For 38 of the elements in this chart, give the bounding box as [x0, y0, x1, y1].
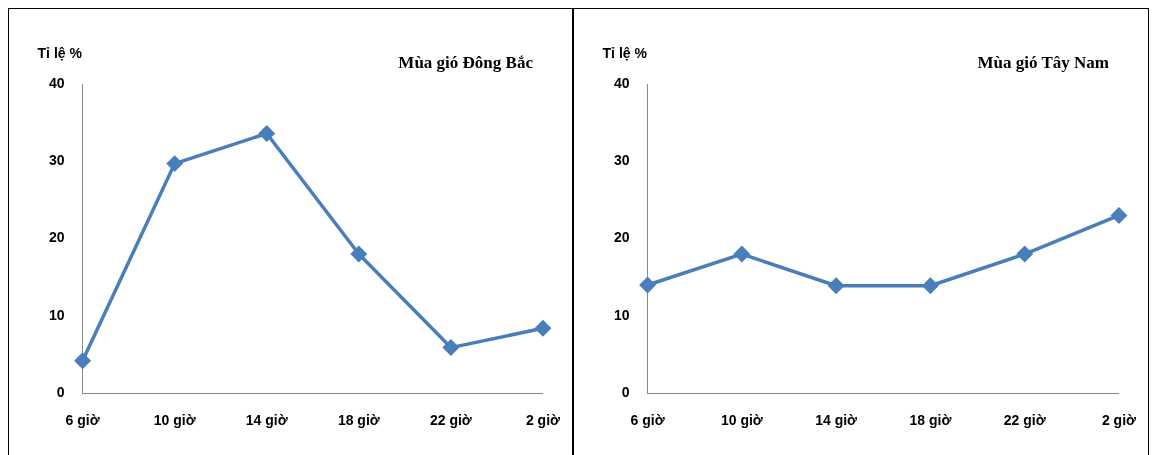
x-tick-label: 14 giờ — [245, 412, 288, 429]
point — [166, 155, 183, 172]
point — [1016, 246, 1033, 262]
x-tick-label: 22 giờ — [429, 412, 472, 429]
y-tick-label: 20 — [48, 229, 65, 246]
x-tick-label: 18 giờ — [337, 412, 380, 429]
x-tick-label: 2 giờ — [525, 412, 561, 429]
point — [734, 246, 750, 262]
y-tick-label: 30 — [613, 152, 630, 169]
y-tick-label: 0 — [56, 384, 65, 401]
point — [922, 278, 939, 294]
x-tick-label: 6 giờ — [65, 412, 100, 429]
x-tick-label: 6 giờ — [630, 412, 665, 429]
x-tick-label: 10 giờ — [720, 412, 763, 429]
x-tick-label: 22 giờ — [1003, 412, 1046, 429]
y-axis-title: Tỉ lệ % — [37, 44, 83, 61]
y-tick-label: 40 — [48, 74, 65, 91]
x-tick-label: 18 giờ — [909, 412, 952, 429]
point — [828, 278, 844, 294]
y-tick-label: 10 — [613, 306, 630, 323]
chart-title: Mùa gió Đông Bắc — [398, 53, 534, 73]
x-tick-label: 2 giờ — [1101, 412, 1137, 429]
point — [535, 320, 551, 337]
y-tick-label: 40 — [613, 74, 630, 91]
chart-title: Mùa gió Tây Nam — [977, 53, 1109, 73]
x-tick-label: 10 giờ — [153, 412, 196, 429]
x-tick-label: 14 giờ — [815, 412, 858, 429]
point — [74, 352, 91, 369]
y-axis-title: Tỉ lệ % — [602, 44, 648, 61]
point — [1111, 207, 1127, 224]
y-tick-label: 30 — [48, 152, 65, 169]
point — [258, 125, 275, 142]
y-tick-label: 10 — [48, 306, 65, 323]
y-tick-label: 0 — [621, 384, 630, 401]
point — [351, 246, 367, 262]
point — [443, 339, 459, 356]
y-tick-label: 20 — [613, 229, 630, 246]
point — [639, 277, 656, 293]
